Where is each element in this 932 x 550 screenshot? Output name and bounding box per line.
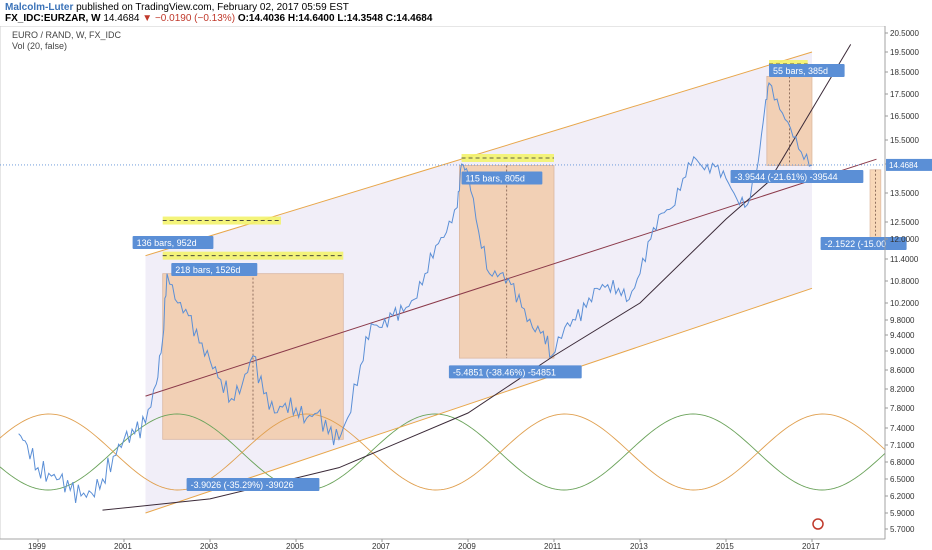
x-tick-label-5: 2009 [458, 542, 476, 550]
y-tick-label-19: 7.4000 [890, 424, 915, 433]
change-label-1: -5.4851 (-38.46%) -54851 [453, 367, 556, 377]
header: Malcolm-Luter published on TradingView.c… [0, 0, 932, 26]
y-tick-label-9: 12.0000 [890, 235, 919, 244]
last-price-tag: 14.4684 [889, 161, 918, 170]
cycle-orange [0, 413, 886, 491]
change-value: −0.0190 (−0.13%) [154, 13, 236, 24]
x-tick-label-1: 2001 [114, 542, 132, 550]
change-label-0-bg [186, 478, 320, 491]
change-label-2-bg [730, 170, 864, 184]
y-tick-label-1: 19.5000 [890, 48, 919, 57]
cycle-green [0, 413, 886, 491]
change-label-0: -3.9026 (-35.29%) -39026 [191, 480, 294, 490]
x-tick-label-3: 2005 [286, 542, 304, 550]
close-value: C:14.4684 [385, 13, 433, 24]
price-line [18, 82, 813, 504]
box-label-0-bg [171, 263, 258, 276]
last-price-tag-bg [886, 158, 932, 171]
y-tick-label-20: 7.1000 [890, 441, 915, 450]
marker-label-0-bg [132, 236, 214, 249]
y-tick-label-13: 9.8000 [890, 316, 915, 325]
y-tick-label-15: 9.0000 [890, 347, 915, 356]
projection-box-3 [869, 169, 882, 240]
x-tick-label-0: 1999 [28, 542, 46, 550]
y-tick-label-12: 10.2000 [890, 299, 919, 308]
y-tick-label-18: 7.8000 [890, 404, 915, 413]
publish-line: Malcolm-Luter published on TradingView.c… [5, 2, 349, 13]
last-price: 14.4684 [103, 13, 140, 24]
author-link[interactable]: Malcolm-Luter [5, 2, 74, 13]
down-arrow-icon: ▼ [142, 13, 153, 24]
y-tick-label-21: 6.8000 [890, 458, 915, 467]
box-label-1-bg [461, 171, 543, 185]
y-tick-label-25: 5.7000 [890, 525, 915, 534]
y-tick-label-14: 9.4000 [890, 331, 915, 340]
chart-legend-title: EURO / RAND, W, FX_IDC [12, 30, 122, 40]
quote-line: FX_IDC:EURZAR, W 14.4684 ▼ −0.0190 (−0.1… [5, 13, 432, 24]
low-value: L:14.3548 [337, 13, 383, 24]
y-tick-label-8: 12.5000 [890, 218, 919, 227]
highlight-band-2 [461, 154, 554, 162]
y-tick-label-24: 5.9000 [890, 509, 915, 518]
x-tick-label-2: 2003 [200, 542, 218, 550]
change-label-2: -3.9544 (-21.61%) -39544 [735, 172, 838, 182]
trend-midline [145, 158, 877, 397]
box-label-2-bg [769, 64, 845, 77]
volume-legend: Vol (20, false) [12, 41, 68, 51]
change-label-1-bg [448, 365, 582, 379]
open-value: O:14.4036 [237, 13, 286, 24]
marker-label-0: 136 bars, 952d [137, 238, 197, 248]
y-tick-label-5: 15.5000 [890, 136, 919, 145]
y-tick-label-2: 18.5000 [890, 68, 919, 77]
box-label-0: 218 bars, 1526d [175, 265, 240, 275]
highlight-band-0 [162, 251, 344, 260]
published-text: published on TradingView.com, February 0… [76, 2, 349, 13]
x-tick-label-4: 2007 [372, 542, 390, 550]
y-tick-label-7: 13.5000 [890, 189, 919, 198]
y-tick-label-4: 16.5000 [890, 112, 919, 121]
chart-canvas[interactable]: 218 bars, 1526d 136 bars, 952d -3.9026 (-3… [0, 26, 932, 550]
box-label-2: 55 bars, 385d [773, 66, 828, 76]
high-value: H:14.6400 [287, 13, 335, 24]
y-tick-label-16: 8.6000 [890, 366, 915, 375]
x-tick-label-9: 2017 [802, 542, 820, 550]
tv-logo-icon [812, 518, 824, 530]
x-tick-label-6: 2011 [544, 542, 562, 550]
y-tick-label-0: 20.5000 [890, 29, 919, 38]
symbol-label: FX_IDC:EURZAR, W [5, 13, 101, 24]
x-tick-label-7: 2013 [630, 542, 648, 550]
y-tick-label-10: 11.4000 [890, 255, 919, 264]
x-tick-label-8: 2015 [716, 542, 734, 550]
y-tick-label-22: 6.5000 [890, 475, 915, 484]
change-label-3: -2.1522 (-15.00 [825, 239, 887, 249]
box-label-1: 115 bars, 805d [466, 174, 525, 184]
y-tick-label-23: 6.2000 [890, 492, 915, 501]
y-tick-label-3: 17.5000 [890, 90, 919, 99]
y-tick-label-11: 10.8000 [890, 277, 919, 286]
channel-lower [145, 287, 813, 514]
y-tick-label-17: 8.2000 [890, 385, 915, 394]
